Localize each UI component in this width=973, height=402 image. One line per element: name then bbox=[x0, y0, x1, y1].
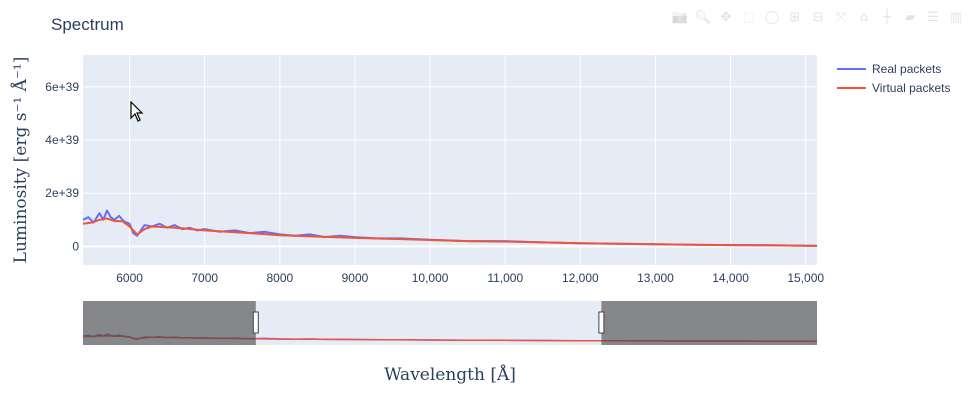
y-tick-label: 2e+39 bbox=[45, 186, 79, 200]
pan-icon[interactable]: ✥ bbox=[720, 9, 732, 25]
hover-compare-icon[interactable]: ☰ bbox=[927, 9, 939, 25]
legend: Real packets Virtual packets bbox=[837, 62, 951, 95]
zoom-in-icon[interactable]: ⊞ bbox=[789, 9, 801, 25]
y-axis-ticks: 0 2e+39 4e+39 6e+39 bbox=[45, 80, 79, 253]
modebar: 📷 🔍 ✥ ⬚ ◯ ⊞ ⊟ ⤧ ⌂ ┼ ▰ ☰ ▥ bbox=[671, 8, 965, 26]
y-tick-label: 6e+39 bbox=[45, 80, 79, 94]
range-slider-handle-right[interactable] bbox=[598, 311, 605, 334]
legend-item-real-packets[interactable]: Real packets bbox=[837, 62, 941, 76]
x-tick-label: 8000 bbox=[266, 271, 293, 285]
spike-lines-icon[interactable]: ┼ bbox=[883, 9, 891, 25]
reset-axes-icon[interactable]: ⌂ bbox=[859, 9, 869, 25]
lasso-select-icon[interactable]: ◯ bbox=[764, 9, 780, 25]
x-tick-label: 7000 bbox=[191, 271, 218, 285]
y-axis-title: Luminosity [erg s⁻¹ Å⁻¹] bbox=[10, 57, 31, 264]
range-slider-mask-left bbox=[83, 301, 256, 345]
series-lines bbox=[82, 209, 818, 247]
hover-closest-icon[interactable]: ▰ bbox=[905, 9, 915, 25]
x-tick-label: 14,000 bbox=[712, 271, 749, 285]
range-slider-mask-right bbox=[601, 301, 817, 345]
legend-item-virtual-packets[interactable]: Virtual packets bbox=[837, 81, 951, 95]
legend-label-virtual: Virtual packets bbox=[872, 81, 951, 95]
plotly-logo-icon[interactable]: ▥ bbox=[949, 9, 963, 25]
grid-lines bbox=[83, 55, 817, 265]
box-select-icon[interactable]: ⬚ bbox=[742, 9, 756, 25]
series-line-1 bbox=[82, 217, 818, 247]
x-tick-label: 15,000 bbox=[787, 271, 824, 285]
x-tick-label: 10,000 bbox=[412, 271, 449, 285]
zoom-out-icon[interactable]: ⊟ bbox=[812, 9, 824, 25]
range-slider[interactable] bbox=[82, 301, 818, 345]
x-tick-label: 9000 bbox=[342, 271, 369, 285]
camera-icon[interactable]: 📷 bbox=[671, 9, 689, 25]
x-axis-ticks: 6000 7000 8000 9000 10,000 11,000 12,000 13,000… bbox=[116, 271, 824, 285]
legend-label-real: Real packets bbox=[872, 62, 941, 76]
range-slider-handle-left[interactable] bbox=[252, 311, 259, 334]
zoom-icon[interactable]: 🔍 bbox=[694, 9, 712, 25]
y-tick-label: 0 bbox=[72, 239, 79, 253]
x-tick-label: 13,000 bbox=[637, 271, 674, 285]
autoscale-icon[interactable]: ⤧ bbox=[835, 9, 847, 25]
x-tick-label: 6000 bbox=[116, 271, 143, 285]
x-axis-title: Wavelength [Å] bbox=[384, 364, 516, 385]
y-tick-label: 4e+39 bbox=[45, 133, 79, 147]
x-tick-label: 11,000 bbox=[487, 271, 523, 285]
chart-title: Spectrum bbox=[51, 15, 124, 34]
x-tick-label: 12,000 bbox=[562, 271, 599, 285]
